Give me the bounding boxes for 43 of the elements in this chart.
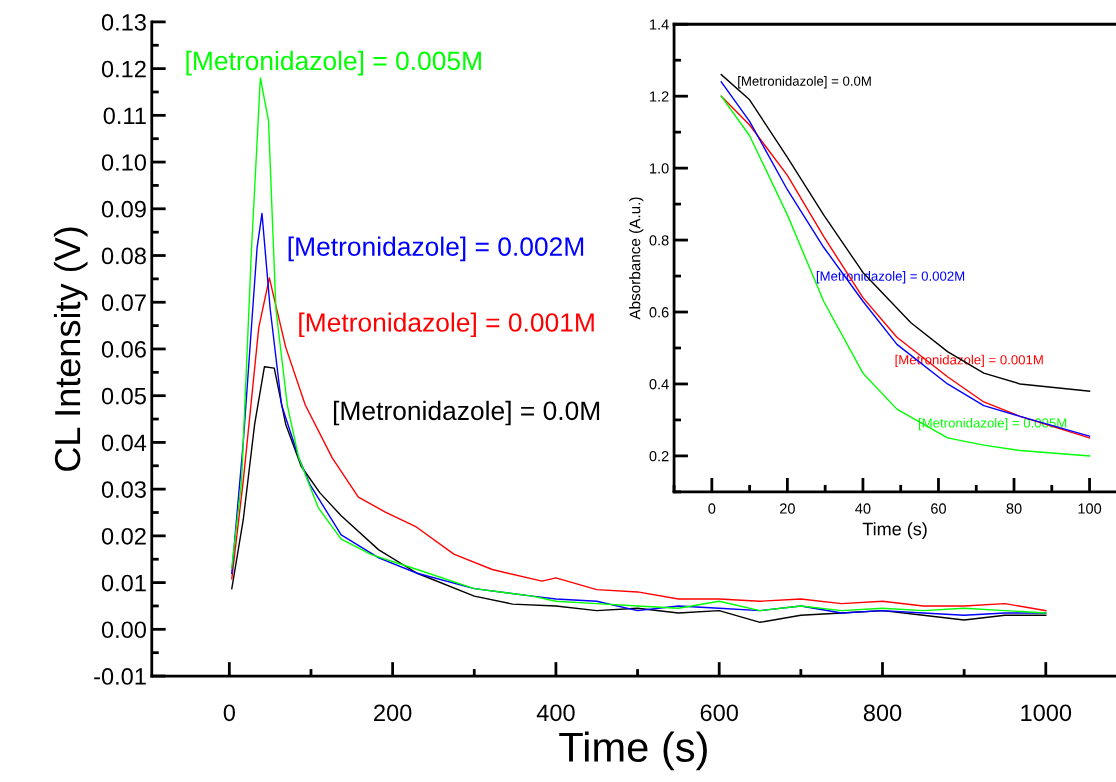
y-tick-label: 0.04 bbox=[101, 434, 147, 452]
y-tick-label: 0.08 bbox=[101, 247, 146, 265]
x-axis-title: Time (s) bbox=[862, 522, 927, 539]
x-tick-label: 40 bbox=[855, 503, 871, 514]
series-label: [Metronidazole] = 0.0M bbox=[333, 400, 600, 426]
x-tick-label: 80 bbox=[1006, 503, 1022, 514]
x-tick-label: 100 bbox=[1078, 503, 1102, 514]
y-tick-label: 0.07 bbox=[101, 294, 146, 312]
y-tick-label: 0.8 bbox=[649, 235, 669, 246]
y-axis-title: CL Intensity (V) bbox=[53, 227, 88, 471]
x-tick-label: 0 bbox=[223, 704, 235, 722]
y-tick-label: 0.03 bbox=[101, 481, 146, 498]
x-tick-label: 1000 bbox=[1021, 704, 1072, 722]
y-tick-label: 0.6 bbox=[649, 307, 669, 318]
x-tick-label: 60 bbox=[931, 503, 947, 514]
series-label: [Metronidazole] = 0.002M bbox=[288, 236, 584, 262]
y-tick-label: 1.4 bbox=[650, 19, 669, 30]
x-tick-label: 0 bbox=[708, 503, 716, 514]
text: [Metronidazole] = 0.005M bbox=[186, 50, 481, 76]
y-tick-label: 1.0 bbox=[650, 163, 669, 174]
x-tick-label: 20 bbox=[780, 503, 795, 514]
x-tick-label: 800 bbox=[863, 704, 902, 722]
y-tick-label: 0.13 bbox=[101, 13, 146, 31]
y-tick-label: 0.00 bbox=[101, 621, 146, 639]
series-label: [Metronidazole] = 0.001M bbox=[299, 312, 594, 338]
y-tick-label: 0.06 bbox=[101, 341, 146, 358]
y-tick-label: 0.4 bbox=[649, 379, 669, 390]
y-tick-label: 0.09 bbox=[101, 200, 146, 218]
y-tick-label: 0.01 bbox=[101, 574, 146, 592]
series-label: [Metronidazole] = 0.0M bbox=[738, 76, 871, 89]
y-tick-label: 0.12 bbox=[101, 60, 146, 78]
x-tick-label: 200 bbox=[374, 704, 412, 722]
y-tick-label: 1.2 bbox=[650, 91, 669, 102]
y-tick-label: 0.11 bbox=[103, 107, 146, 125]
x-axis-title: Time (s) bbox=[559, 731, 707, 771]
y-tick-label: 0.2 bbox=[649, 451, 669, 462]
y-tick-label: 0.05 bbox=[101, 387, 146, 405]
x-tick-label: 600 bbox=[700, 704, 738, 722]
x-tick-label: 400 bbox=[536, 704, 575, 722]
y-tick-label: 0.02 bbox=[101, 527, 146, 545]
y-axis-title: Absorbance (A.u.) bbox=[629, 197, 644, 320]
y-tick-label: 0.10 bbox=[101, 154, 146, 171]
y-tick-label: -0.01 bbox=[94, 668, 146, 685]
